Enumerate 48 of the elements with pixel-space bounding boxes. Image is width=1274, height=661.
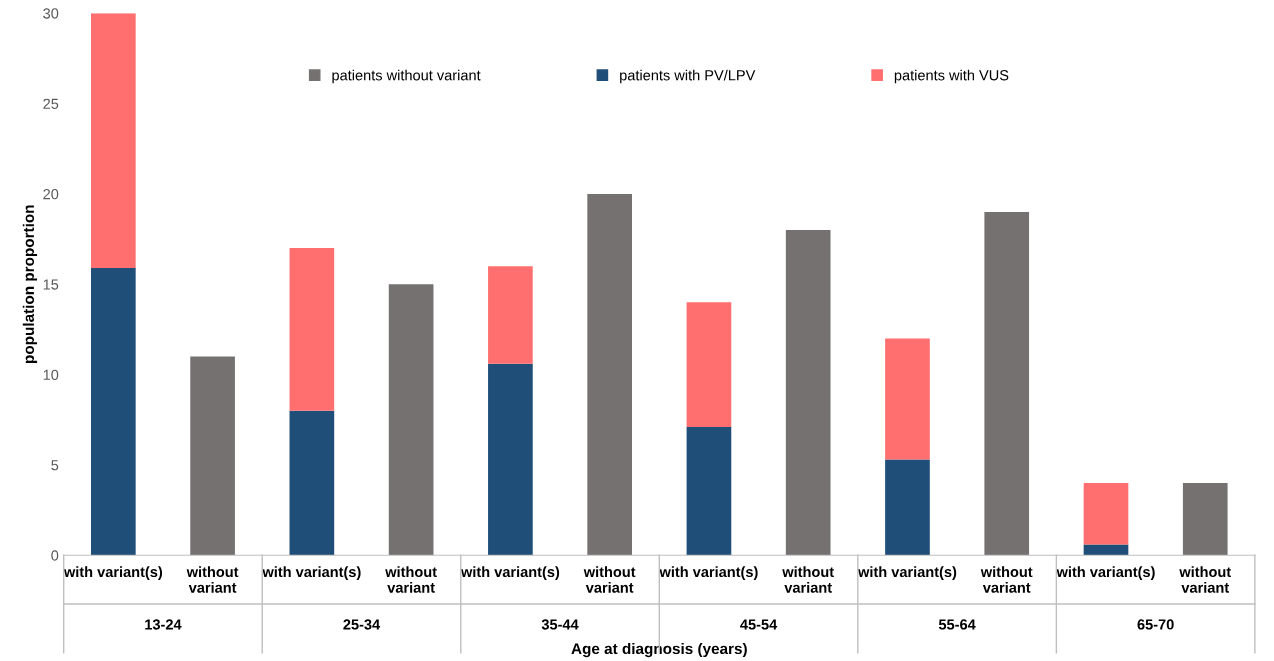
bar (488, 266, 533, 364)
bar (1083, 544, 1129, 556)
legend-label: patients without variant (332, 69, 481, 84)
bar (388, 284, 434, 556)
y-tick-label: 30 (43, 8, 59, 19)
bar (289, 248, 335, 411)
x-tick-label: without variant (1179, 566, 1231, 593)
legend-label: patients with VUS (894, 69, 1009, 84)
x-tick-label: with variant(s) (63, 566, 163, 580)
bar (1182, 482, 1228, 556)
x-axis-title: Age at diagnosis (years) (571, 642, 747, 658)
x-tick-label: without variant (980, 566, 1033, 593)
bar (984, 211, 1030, 556)
y-axis-title: population proportion (22, 205, 38, 363)
x-tick-label: without variant (385, 566, 437, 593)
text: 55-64 (938, 619, 976, 630)
bar (1083, 482, 1129, 545)
bar (289, 410, 335, 556)
x-tick-label: without variant (583, 566, 636, 593)
text: 13-24 (145, 619, 182, 630)
x-tick-label: with variant(s) (460, 566, 560, 580)
x-tick-label: with variant(s) (659, 566, 758, 580)
text: 25-34 (343, 619, 381, 630)
y-tick-label: 25 (43, 98, 59, 109)
x-tick-label: with variant(s) (857, 566, 957, 580)
bar (91, 13, 136, 268)
bar (885, 338, 930, 460)
x-tick-label: without variant (186, 566, 239, 593)
y-tick-label: 10 (43, 369, 59, 380)
bar (488, 363, 533, 556)
x-tick-label: with variant(s) (1056, 566, 1155, 580)
text: 35-44 (541, 619, 579, 630)
y-tick-label: 15 (43, 279, 59, 290)
x-tick-label: without variant (782, 566, 834, 593)
x-tick-label: with variant(s) (262, 566, 361, 580)
bar (91, 267, 136, 556)
bar (686, 426, 732, 556)
bar (686, 302, 732, 427)
y-tick-label: 0 (51, 550, 59, 561)
y-tick-label: 20 (43, 188, 59, 200)
legend-label: patients with PV/LPV (620, 69, 756, 84)
text: 45-54 (740, 619, 778, 630)
bar (885, 459, 930, 556)
bar (785, 230, 831, 556)
text: 65-70 (1137, 619, 1174, 630)
bar (587, 193, 632, 556)
y-tick-label: 5 (51, 460, 59, 471)
bar (190, 356, 235, 556)
